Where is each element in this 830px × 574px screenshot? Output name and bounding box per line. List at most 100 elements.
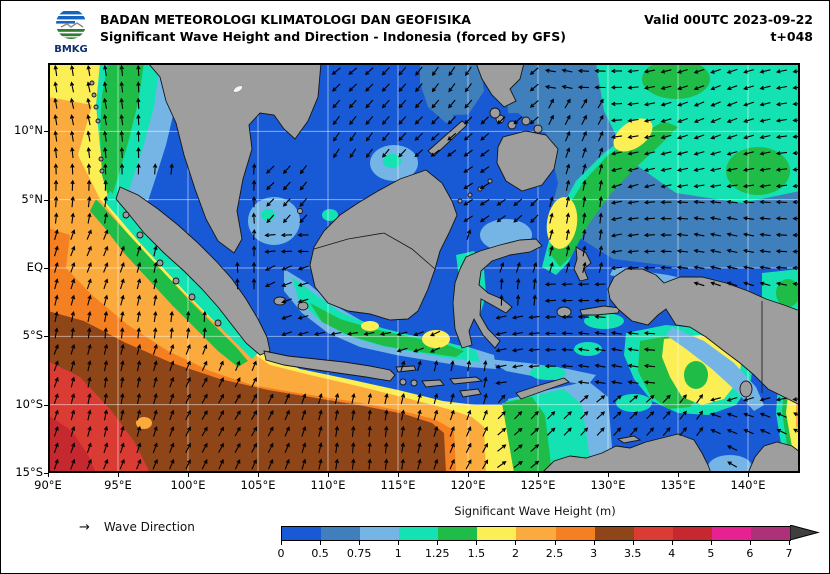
colorbar-tick xyxy=(710,540,712,545)
land-papua xyxy=(607,268,800,406)
colorbar-tick xyxy=(281,540,282,545)
lon-label: 90°E xyxy=(34,478,62,492)
colorbar-tick xyxy=(398,540,400,545)
island-sulu xyxy=(467,192,473,198)
lon-tick xyxy=(748,473,749,477)
island-nicobar xyxy=(99,168,105,174)
border-kalimantan xyxy=(313,232,436,270)
colorbar-segment xyxy=(711,527,751,540)
lon-label: 100°E xyxy=(170,478,206,492)
lon-tick xyxy=(258,473,259,477)
land-sulawesi xyxy=(452,238,543,349)
colorbar-tick xyxy=(671,540,673,545)
colorbar-segment xyxy=(516,527,556,540)
island-sulu xyxy=(487,178,493,184)
island-melville xyxy=(616,435,642,444)
colorbar-tick-label: 3 xyxy=(590,547,598,560)
lon-tick xyxy=(468,473,469,477)
island-sulu xyxy=(457,198,463,204)
wave-direction-legend: → Wave Direction xyxy=(79,520,195,535)
island-nicobar xyxy=(98,156,104,162)
lon-label: 140°E xyxy=(730,478,766,492)
wave-map xyxy=(48,63,800,473)
lat-label: 5°S xyxy=(22,328,43,343)
colorbar-segment xyxy=(594,527,634,540)
colorbar-segment xyxy=(477,527,517,540)
valid-time: Valid 00UTC 2023-09-22 xyxy=(644,12,813,27)
colorbar-segment xyxy=(633,527,673,540)
colorbar-tick-label: 2 xyxy=(511,547,519,560)
lat-tick xyxy=(44,473,48,474)
island-simeulue xyxy=(122,211,130,219)
lat-label: 10°S xyxy=(15,396,43,411)
wave-direction-arrows xyxy=(53,64,800,470)
island-flores xyxy=(449,376,484,385)
colorbar-tick xyxy=(593,540,595,545)
lon-tick xyxy=(538,473,539,477)
lat-label: EQ xyxy=(26,260,43,274)
lon-tick xyxy=(678,473,679,477)
lon-label: 110°E xyxy=(310,478,346,492)
colorbar-segment xyxy=(438,527,478,540)
island-andaman xyxy=(89,80,95,86)
colorbar-tick xyxy=(320,540,322,545)
lon-tick xyxy=(48,473,49,477)
lon-label: 125°E xyxy=(520,478,556,492)
lat-tick xyxy=(44,404,48,406)
wave-height-field-timor xyxy=(502,381,614,473)
island-yos-sudarso xyxy=(739,380,753,398)
island-andaman xyxy=(93,104,99,110)
colorbar-tick-label: 6 xyxy=(746,547,754,560)
colorbar-tick xyxy=(789,540,790,545)
colorbar-tick-label: 2.5 xyxy=(545,547,564,560)
landmasses xyxy=(89,63,800,473)
lon-label: 135°E xyxy=(660,478,696,492)
lon-tick xyxy=(328,473,329,477)
lon-tick xyxy=(398,473,399,477)
island-visaya xyxy=(521,116,531,126)
colorbar-segment xyxy=(399,527,439,540)
lat-tick xyxy=(44,268,48,269)
org-title: BADAN METEOROLOGI KLIMATOLOGI DAN GEOFIS… xyxy=(100,12,471,27)
lon-tick xyxy=(188,473,189,477)
colorbar-tick xyxy=(515,540,517,545)
lat-label: 15°S xyxy=(15,465,43,479)
colorbar-segment xyxy=(672,527,712,540)
island-nicobar xyxy=(95,118,101,124)
forecast-step: t+048 xyxy=(770,29,813,44)
colorbar-tick-label: 3.5 xyxy=(623,547,642,560)
colorbar-segment xyxy=(321,527,361,540)
colorbar-tick xyxy=(437,540,439,545)
wave-direction-label: Wave Direction xyxy=(103,520,195,534)
colorbar-segment xyxy=(360,527,400,540)
lake-tonle-sap xyxy=(233,85,243,93)
island-bali xyxy=(399,378,407,386)
lon-label: 105°E xyxy=(240,478,276,492)
lat-tick xyxy=(44,131,48,133)
product-title: Significant Wave Height and Direction - … xyxy=(100,29,566,44)
lon-label: 120°E xyxy=(450,478,486,492)
island-mentawai xyxy=(172,277,180,285)
land-indochina-malaya xyxy=(147,63,322,254)
island-lombok xyxy=(410,379,418,387)
svg-text:BMKG: BMKG xyxy=(54,44,88,55)
land-australia-nw xyxy=(541,433,712,473)
island-enggano xyxy=(214,319,222,327)
colorbar-tick xyxy=(749,540,751,545)
colorbar-tick xyxy=(476,540,478,545)
colorbar-segment xyxy=(282,527,322,540)
lon-tick xyxy=(608,473,609,477)
wave-direction-arrow-icon: → xyxy=(79,520,90,535)
island-belitung xyxy=(297,301,309,311)
colorbar-arrow-tip xyxy=(790,525,820,540)
colorbar-title: Significant Wave Height (m) xyxy=(454,504,616,518)
colorbar-tick-label: 4 xyxy=(668,547,676,560)
colorbar-segment xyxy=(750,527,791,540)
colorbar-tick-label: 0.5 xyxy=(311,547,329,560)
lon-label: 130°E xyxy=(590,478,626,492)
land-borneo xyxy=(309,169,458,321)
land-cape-york xyxy=(747,441,800,473)
island-visaya xyxy=(533,124,543,134)
island-buru xyxy=(556,306,572,318)
